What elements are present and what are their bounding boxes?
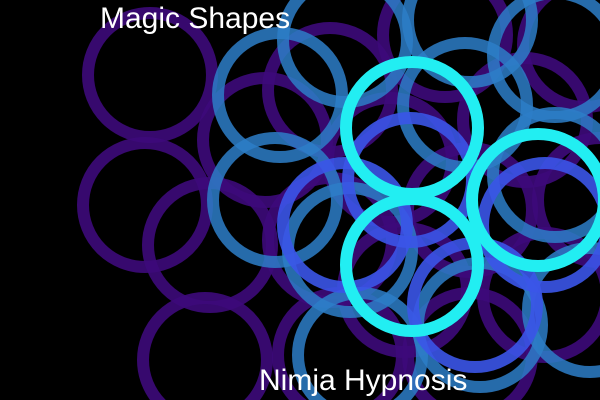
cyan-ring	[340, 193, 484, 337]
purple-ring	[77, 137, 213, 273]
app-title: Magic Shapes	[100, 2, 291, 35]
blue-ring	[487, 107, 600, 243]
purple-ring	[532, 132, 600, 268]
purple-ring	[377, 0, 513, 103]
app-subtitle: Nimja Hypnosis	[259, 364, 468, 397]
cyan-ring	[466, 128, 600, 272]
blue-ring	[402, 0, 538, 88]
blue-ring	[207, 132, 343, 268]
purple-ring	[137, 292, 273, 400]
purple-ring	[82, 7, 218, 143]
